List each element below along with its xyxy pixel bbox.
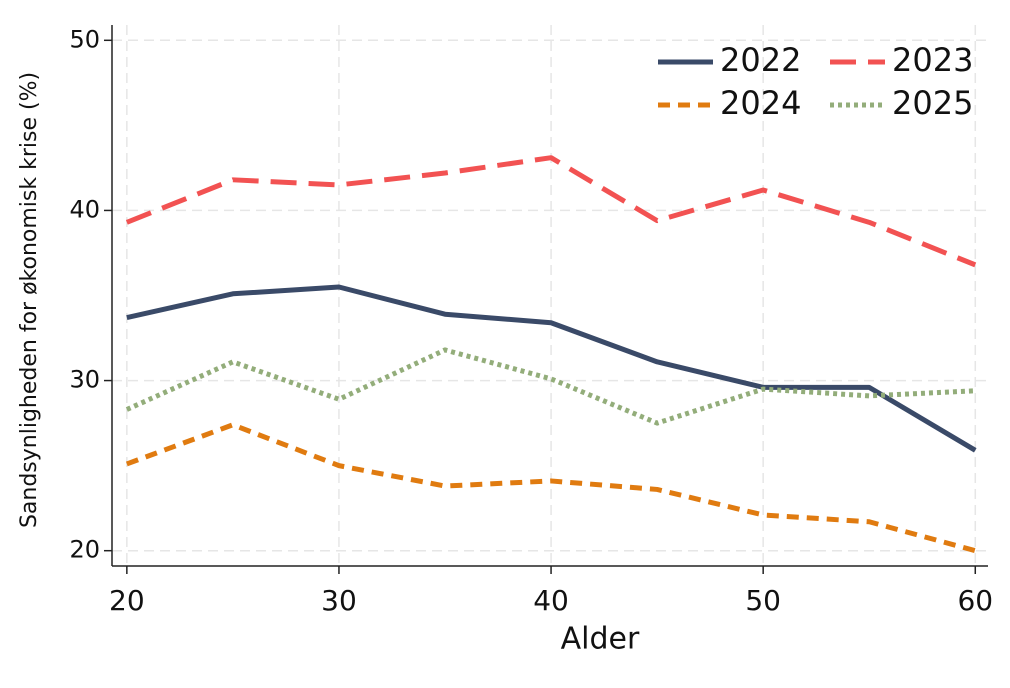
- x-tick-label: 60: [957, 584, 993, 617]
- line-series: [126, 284, 977, 453]
- y-axis-label: Sandsynligheden for økonomisk krise (%): [17, 72, 42, 528]
- legend-label: 2023: [892, 41, 973, 79]
- x-tick-label: 30: [321, 584, 357, 617]
- legend-label: 2025: [892, 84, 973, 122]
- legend-label: 2024: [720, 84, 801, 122]
- x-axis-label: Alder: [561, 622, 640, 657]
- line-series: [125, 347, 976, 426]
- y-tick-label: 40: [69, 195, 100, 223]
- legend-label: 2022: [720, 41, 801, 79]
- x-tick-label: 50: [745, 584, 781, 617]
- x-tick-label: 40: [533, 584, 569, 617]
- line-series: [125, 422, 976, 554]
- x-tick-label: 20: [109, 584, 145, 617]
- y-tick-label: 50: [69, 25, 100, 53]
- y-tick-label: 30: [69, 366, 100, 394]
- y-tick-label: 20: [69, 536, 100, 564]
- line-series: [125, 155, 977, 268]
